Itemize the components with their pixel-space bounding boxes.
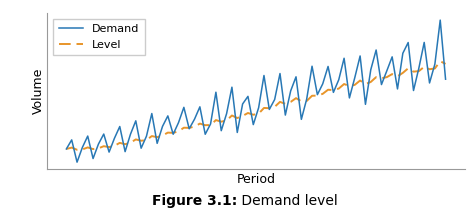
Level [309, 94, 315, 97]
Demand [416, 67, 422, 69]
Level [122, 143, 128, 145]
Demand [438, 19, 443, 21]
Y-axis label: Volume: Volume [32, 68, 45, 114]
Level [325, 88, 331, 91]
Level [197, 122, 203, 125]
Line: Demand: Demand [66, 20, 446, 162]
Text: Demand level: Demand level [237, 194, 338, 208]
Level [438, 60, 443, 62]
Demand [309, 65, 315, 67]
Line: Level: Level [66, 61, 446, 150]
Demand [64, 148, 69, 150]
Demand [122, 150, 128, 153]
Level [443, 63, 448, 65]
X-axis label: Period: Period [237, 173, 275, 186]
Level [64, 148, 69, 150]
Legend: Demand, Level: Demand, Level [53, 19, 145, 56]
Level [74, 148, 80, 151]
Text: Figure 3.1:: Figure 3.1: [152, 194, 237, 208]
Demand [443, 78, 448, 81]
Demand [283, 114, 288, 116]
Level [283, 103, 288, 105]
Demand [74, 161, 80, 163]
Level [416, 70, 422, 72]
Demand [197, 105, 203, 108]
Demand [325, 65, 331, 68]
